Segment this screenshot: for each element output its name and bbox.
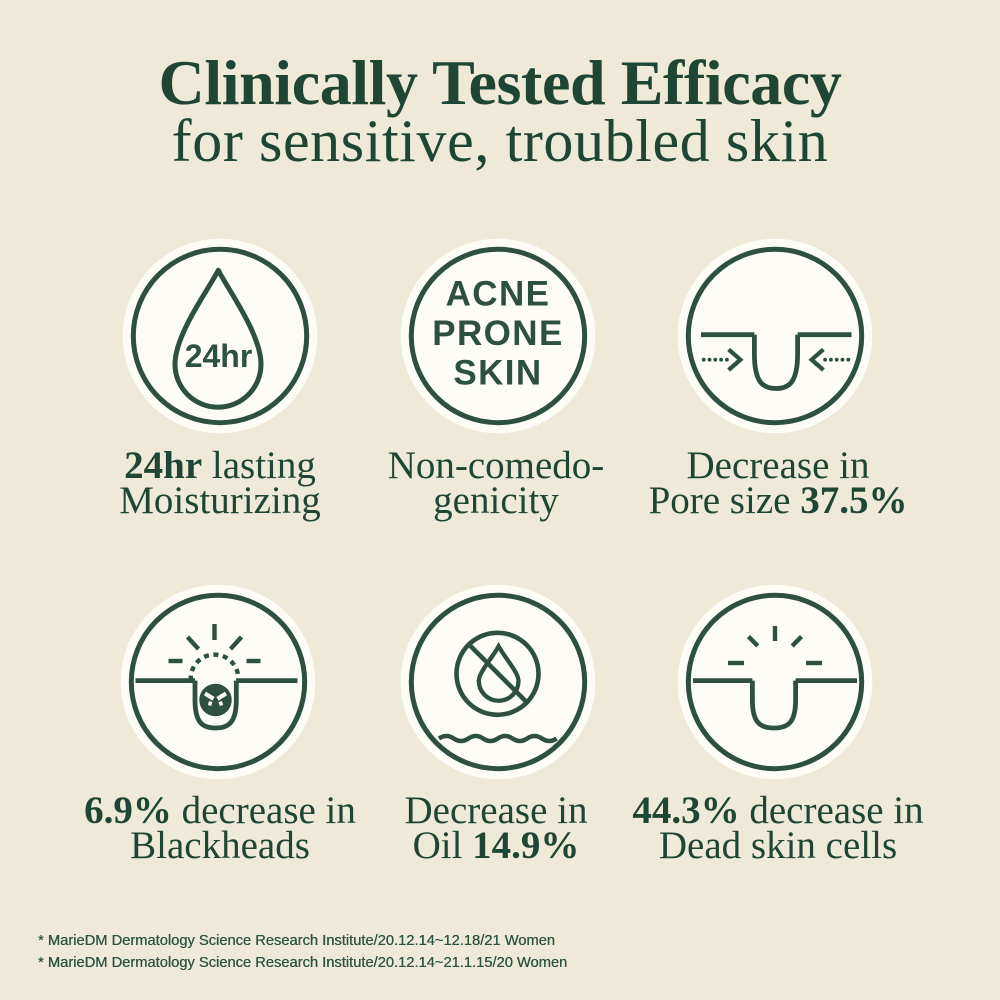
svg-text:24hr: 24hr: [185, 338, 253, 374]
svg-text:ACNE: ACNE: [446, 275, 551, 314]
svg-text:PRONE: PRONE: [432, 314, 563, 353]
svg-text:SKIN: SKIN: [453, 354, 542, 393]
